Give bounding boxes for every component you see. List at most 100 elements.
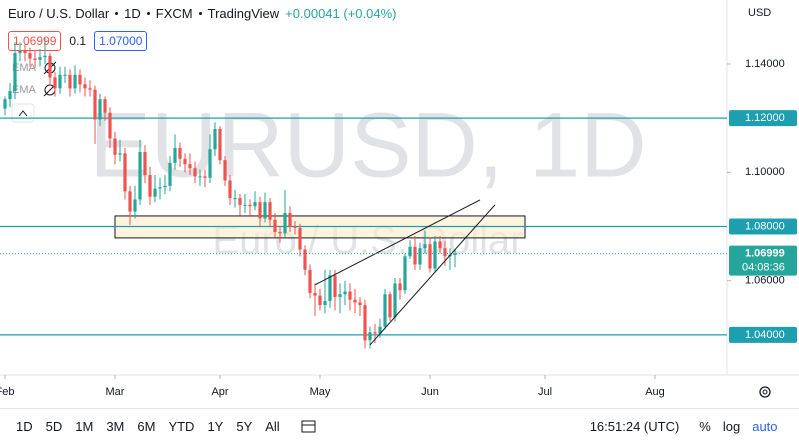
trendline: [369, 204, 496, 346]
candle-body: [113, 138, 117, 155]
bid[interactable]: 1.06999: [8, 31, 62, 51]
candle-body: [3, 99, 7, 109]
candle-body: [348, 291, 352, 300]
candle-body: [298, 227, 302, 250]
candle-body: [83, 84, 87, 89]
candle-body: [158, 187, 162, 189]
settings-icon[interactable]: [759, 386, 771, 398]
level-label: 1.04000: [745, 329, 785, 341]
range-button[interactable]: 1D: [16, 418, 33, 434]
source: TradingView: [207, 6, 280, 21]
candle-body: [138, 152, 142, 200]
last-price-bg: [729, 245, 797, 276]
candle-body: [423, 244, 427, 249]
candle-body: [438, 241, 442, 249]
candle-body: [108, 112, 112, 139]
range-button[interactable]: 5Y: [236, 418, 253, 434]
candle-body: [413, 246, 417, 265]
range-button[interactable]: YTD: [168, 418, 195, 434]
candle-body: [268, 202, 272, 220]
percent-toggle[interactable]: %: [699, 418, 711, 434]
chart: EURUSD, 1D Euro / U.S. Dollar USD EMA EM…: [0, 0, 799, 398]
candle-body: [68, 74, 72, 89]
candle-body: [43, 55, 47, 58]
candle-body: [238, 198, 242, 205]
x-tick-label: Jul: [538, 386, 552, 398]
candle-body: [333, 275, 337, 297]
candle-body: [193, 168, 197, 177]
candle-body: [358, 302, 362, 306]
range-button[interactable]: 5D: [45, 418, 63, 434]
trendline: [314, 199, 481, 286]
candle-body: [78, 74, 82, 85]
range-button[interactable]: 6M: [137, 418, 156, 434]
candle-body: [33, 58, 37, 60]
candle-body: [218, 128, 222, 161]
candle-body: [228, 180, 232, 199]
candle-body: [173, 147, 177, 163]
candle-body: [288, 212, 292, 227]
range-group: 1D 5D 1M 3M 6M YTD 1Y 5Y All: [16, 419, 280, 434]
candle-body: [93, 89, 97, 120]
candle-body: [203, 176, 207, 178]
log-toggle[interactable]: log: [722, 418, 741, 434]
interval[interactable]: 1D: [124, 6, 141, 21]
candle-body: [123, 153, 127, 192]
candle-body: [148, 175, 152, 197]
candle-body: [258, 202, 262, 219]
ask[interactable]: 1.07000: [94, 31, 148, 51]
candle-body: [198, 176, 202, 178]
clock[interactable]: 16:51:24 (UTC): [589, 418, 680, 434]
candle-body: [273, 219, 277, 232]
x-tick-label: Mar: [106, 386, 125, 398]
candle-body: [73, 74, 77, 89]
candle-body: [48, 55, 52, 78]
range-button[interactable]: All: [265, 418, 280, 434]
change: +0.00041 (+0.04%): [285, 6, 397, 21]
candle-body: [233, 198, 237, 200]
toolbar: 1D 5D 1M 3M 6M YTD 1Y 5Y All 16:51:24 (UTC) % lo…: [0, 408, 799, 442]
header: Euro / U.S. Dollar 1D FXCM TradingView +…: [8, 6, 396, 21]
auto-toggle[interactable]: auto: [752, 418, 778, 434]
candle-body: [118, 153, 122, 155]
calendar-icon[interactable]: [300, 417, 318, 435]
level-label: 1.12000: [745, 112, 785, 124]
candle-body: [63, 74, 67, 76]
candle-body: [393, 283, 397, 318]
collapse-button[interactable]: [11, 103, 35, 123]
range-button[interactable]: 3M: [106, 418, 125, 434]
candle-body: [183, 158, 187, 165]
candle-body: [18, 50, 22, 54]
candle-body: [318, 295, 322, 306]
range-button[interactable]: 1M: [75, 418, 94, 434]
candle-body: [168, 162, 172, 186]
candle-body: [208, 149, 212, 178]
candle-body: [103, 99, 107, 113]
candle-body: [443, 248, 447, 257]
spread: 0.1: [69, 34, 87, 48]
range-button[interactable]: 1Y: [207, 418, 224, 434]
candle-body: [398, 283, 402, 291]
candle-body: [428, 244, 432, 269]
candle-body: [353, 299, 357, 303]
candle-body: [378, 326, 382, 334]
symbol[interactable]: Euro / U.S. Dollar: [8, 6, 110, 21]
candle-body: [13, 53, 17, 92]
y-tick-label: 1.10000: [745, 166, 785, 178]
candle-body: [53, 77, 57, 89]
candle-body: [8, 91, 12, 100]
candle-body: [38, 57, 42, 60]
candle-body: [433, 241, 437, 269]
countdown: 04:08:36: [742, 262, 785, 274]
candle-body: [88, 88, 92, 90]
candle-body: [23, 50, 27, 54]
candle-body: [408, 246, 412, 257]
candle-body: [403, 256, 407, 291]
candle-body: [418, 248, 422, 265]
level-label: 1.08000: [745, 220, 785, 232]
y-tick-label: 1.14000: [745, 58, 785, 70]
y-tick-label: 1.06000: [745, 275, 785, 287]
x-tick-label: Feb: [0, 386, 14, 398]
currency: USD: [748, 7, 771, 19]
